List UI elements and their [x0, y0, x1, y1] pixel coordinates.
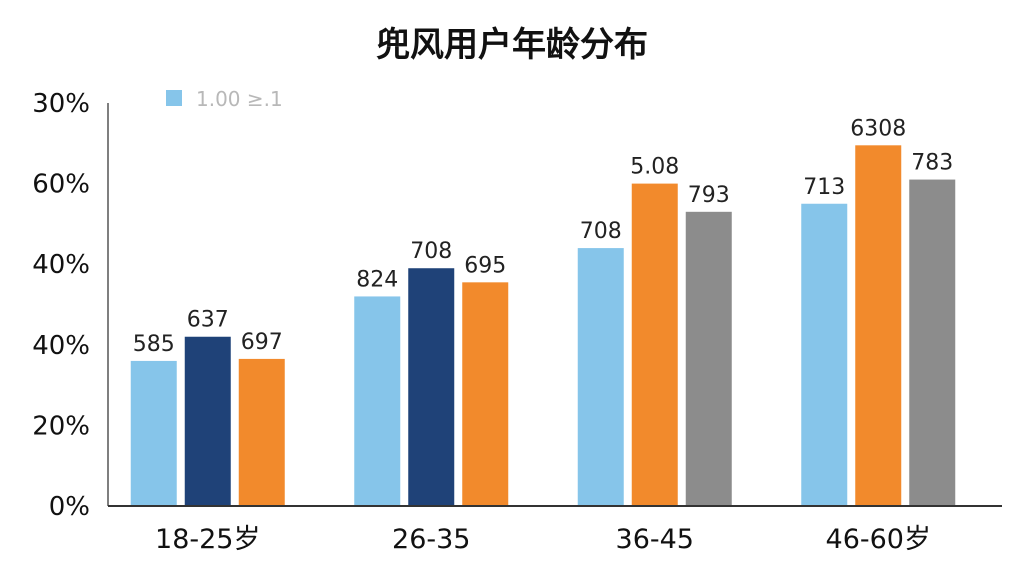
x-axis: 18-25岁 26-35 36-45 46-60岁 [108, 505, 1002, 555]
legend-swatch [166, 90, 182, 106]
data-label: 6308 [850, 116, 906, 141]
x-tick-label: 18-25岁 [155, 524, 260, 555]
legend-label: 1.00 ≥.1 [196, 87, 283, 111]
data-label: 783 [911, 151, 953, 176]
y-tick-label: 0% [49, 492, 90, 522]
bar [408, 268, 455, 506]
bar [462, 282, 509, 506]
data-label: 824 [356, 267, 398, 292]
bar [855, 145, 902, 506]
bar [130, 360, 177, 506]
bar [631, 183, 678, 506]
data-label: 5.08 [630, 155, 679, 180]
bar [354, 296, 401, 506]
y-tick-label: 20% [32, 411, 90, 441]
bar [909, 179, 956, 506]
y-tick-label: 30% [32, 89, 90, 119]
bar [577, 248, 624, 506]
y-tick-label: 60% [32, 170, 90, 200]
y-axis: 0% 20% 40% 40% 60% 30% [32, 89, 109, 522]
data-label: 793 [688, 183, 730, 208]
legend: 1.00 ≥.1 [166, 87, 283, 111]
data-label: 637 [187, 308, 229, 333]
data-label: 708 [410, 239, 452, 264]
data-label: 695 [464, 253, 506, 278]
data-label: 697 [241, 330, 283, 355]
bar [801, 203, 848, 506]
bar [685, 211, 732, 506]
x-tick-label: 46-60岁 [826, 524, 931, 555]
x-tick-label: 26-35 [392, 524, 470, 555]
data-label: 585 [133, 332, 175, 357]
bar [238, 358, 285, 506]
bar [184, 336, 231, 506]
chart-title: 兜风用户年龄分布 [376, 25, 648, 65]
y-tick-label: 40% [32, 250, 90, 280]
data-label: 713 [803, 175, 845, 200]
x-tick-label: 36-45 [616, 524, 694, 555]
data-label: 708 [580, 219, 622, 244]
y-tick-label: 40% [32, 331, 90, 361]
